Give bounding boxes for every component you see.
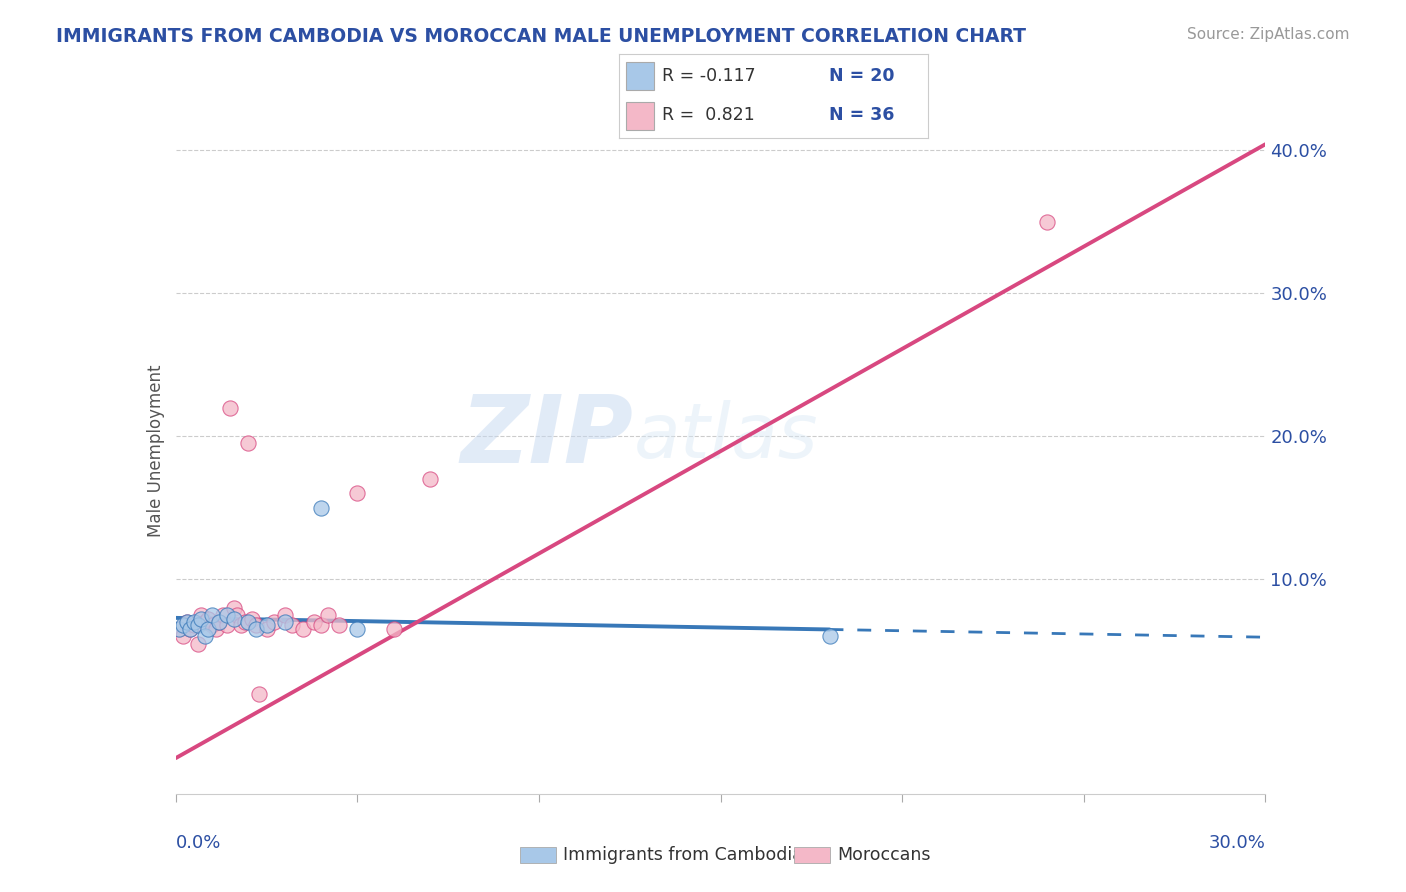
Point (208, 615, 231, 630)
Point (233, 615, 256, 630)
Point (240, 612, 263, 626)
Point (1036, 214, 1059, 228)
Text: Immigrants from Cambodia: Immigrants from Cambodia (562, 846, 803, 863)
Point (190, 612, 212, 626)
Point (197, 623, 219, 637)
Point (204, 623, 226, 637)
Y-axis label: Male Unemployment: Male Unemployment (146, 364, 165, 537)
Point (222, 612, 245, 626)
Point (419, 472, 441, 486)
Point (318, 607, 340, 622)
Text: N = 20: N = 20 (830, 68, 894, 86)
Point (172, 630, 194, 644)
Point (382, 623, 405, 637)
Text: R = -0.117: R = -0.117 (662, 68, 755, 86)
Point (190, 607, 212, 622)
Point (247, 687, 270, 701)
Text: N = 36: N = 36 (830, 106, 894, 124)
Point (256, 623, 278, 637)
Point (208, 615, 231, 630)
Text: Source: ZipAtlas.com: Source: ZipAtlas.com (1187, 27, 1350, 42)
Point (346, 486, 368, 500)
Point (231, 618, 253, 632)
Point (281, 618, 304, 632)
Point (201, 607, 224, 622)
Text: 0.0%: 0.0% (176, 834, 221, 852)
Point (215, 618, 238, 632)
Point (302, 615, 325, 630)
Text: atlas: atlas (633, 400, 818, 474)
Point (186, 637, 209, 651)
Point (245, 618, 267, 632)
Point (274, 607, 297, 622)
Point (201, 618, 224, 632)
Point (238, 436, 260, 450)
Point (215, 607, 238, 622)
Point (194, 630, 217, 644)
Text: 30.0%: 30.0% (1209, 834, 1265, 852)
Point (226, 607, 249, 622)
Point (176, 615, 198, 630)
Text: R =  0.821: R = 0.821 (662, 106, 755, 124)
Point (263, 615, 285, 630)
Text: IMMIGRANTS FROM CAMBODIA VS MOROCCAN MALE UNEMPLOYMENT CORRELATION CHART: IMMIGRANTS FROM CAMBODIA VS MOROCCAN MAL… (56, 27, 1026, 45)
Point (169, 623, 191, 637)
Point (346, 623, 368, 637)
Point (169, 623, 191, 637)
Point (291, 623, 314, 637)
Point (328, 618, 350, 632)
Point (238, 615, 260, 630)
Point (219, 401, 242, 415)
Bar (626, 62, 654, 90)
Text: ZIP: ZIP (461, 391, 633, 483)
Point (179, 623, 201, 637)
Point (183, 615, 205, 630)
Point (256, 618, 278, 632)
Point (818, 630, 841, 644)
Point (179, 623, 201, 637)
Point (274, 615, 297, 630)
Bar (626, 102, 654, 130)
Point (212, 607, 235, 622)
Point (183, 618, 205, 632)
Point (222, 600, 245, 615)
Point (197, 612, 219, 626)
Point (176, 615, 198, 630)
Point (309, 618, 332, 632)
Point (245, 623, 267, 637)
Point (309, 500, 332, 515)
Point (186, 618, 209, 632)
Point (172, 618, 194, 632)
Text: Moroccans: Moroccans (837, 846, 931, 863)
Point (194, 615, 217, 630)
